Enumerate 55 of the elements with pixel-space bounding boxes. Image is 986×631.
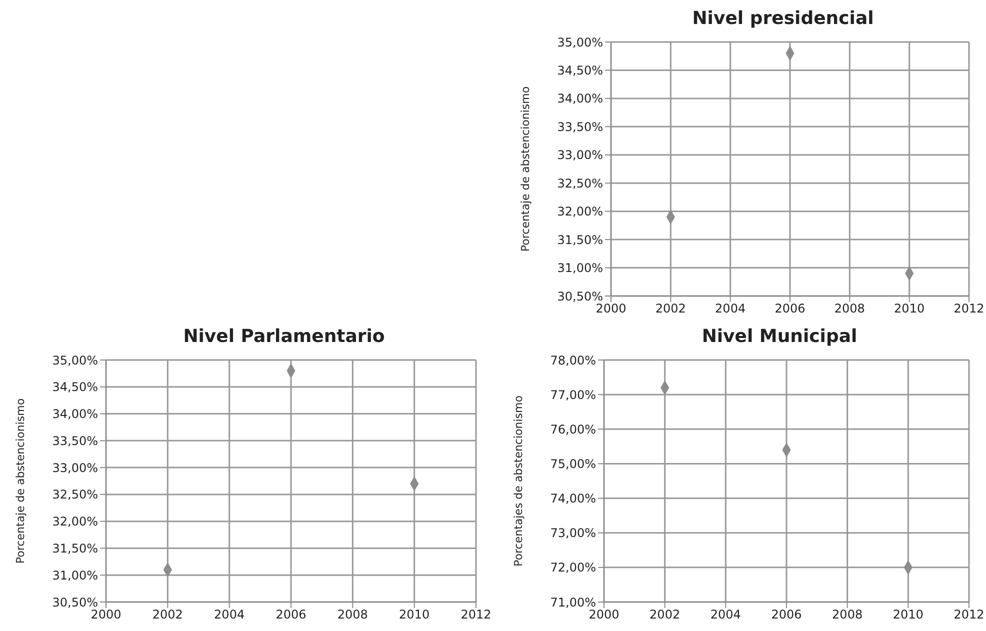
x-tick-label: 2006 xyxy=(771,608,802,622)
x-tick-label: 2002 xyxy=(655,302,686,316)
x-tick-label: 2010 xyxy=(399,608,430,622)
y-tick-label: 32,00% xyxy=(52,514,98,529)
y-tick-label: 35,00% xyxy=(52,353,98,368)
y-tick-label: 71,00% xyxy=(550,595,596,610)
y-tick-label: 31,00% xyxy=(52,568,98,582)
y-tick-label: 31,50% xyxy=(557,232,603,247)
y-tick-label: 34,00% xyxy=(52,407,98,422)
y-tick-label: 33,00% xyxy=(52,460,98,475)
x-tick-label: 2004 xyxy=(710,608,741,622)
y-tick-label: 34,50% xyxy=(52,380,98,394)
y-tick-label: 34,50% xyxy=(557,63,603,78)
y-tick-label: 76,00% xyxy=(550,422,596,436)
y-tick-label: 31,00% xyxy=(557,261,603,276)
y-tick-label: 78,00% xyxy=(550,353,596,368)
y-tick-label: 77,00% xyxy=(550,388,596,402)
x-tick-label: 2004 xyxy=(214,608,245,622)
x-tick-label: 2006 xyxy=(774,302,806,316)
x-tick-label: 2006 xyxy=(276,608,306,622)
y-tick-label: 74,00% xyxy=(550,492,596,506)
y-tick-label: 75,00% xyxy=(550,456,596,471)
x-tick-label: 2002 xyxy=(152,608,183,622)
x-tick-label: 2010 xyxy=(892,608,924,622)
x-tick-label: 2000 xyxy=(596,302,626,316)
x-tick-label: 2012 xyxy=(954,302,984,316)
y-axis-title: Porcentajes de abstencionismo xyxy=(512,395,525,566)
x-tick-label: 2004 xyxy=(715,302,746,316)
x-tick-label: 2012 xyxy=(954,608,984,622)
y-tick-label: 33,00% xyxy=(557,148,603,162)
y-tick-label: 32,00% xyxy=(557,204,603,219)
x-tick-label: 2000 xyxy=(90,608,122,622)
y-tick-label: 30,50% xyxy=(557,289,603,304)
y-tick-label: 35,00% xyxy=(557,35,603,50)
x-tick-label: 2012 xyxy=(460,608,492,622)
y-axis-title: Porcentaje de abstencionismo xyxy=(14,398,27,564)
y-tick-label: 73,00% xyxy=(550,526,596,540)
x-tick-label: 2008 xyxy=(834,302,865,316)
y-tick-label: 33,50% xyxy=(557,120,603,134)
x-tick-label: 2000 xyxy=(588,608,620,622)
y-tick-label: 31,50% xyxy=(52,541,98,556)
y-tick-label: 34,00% xyxy=(557,92,603,106)
chart-title: Nivel Municipal xyxy=(700,326,858,349)
y-axis-title: Porcentaje de abstencionismo xyxy=(518,86,532,252)
chart-title: Nivel Parlamentario xyxy=(182,326,386,349)
x-tick-label: 2002 xyxy=(650,608,680,622)
y-tick-label: 32,50% xyxy=(52,488,98,502)
x-tick-label: 2010 xyxy=(894,302,925,316)
y-tick-label: 30,50% xyxy=(52,595,98,610)
y-tick-label: 33,50% xyxy=(52,434,98,448)
y-tick-label: 72,00% xyxy=(550,560,596,575)
x-tick-label: 2008 xyxy=(832,608,863,622)
x-tick-label: 2008 xyxy=(337,608,368,622)
chart-title: Nivel presidencial xyxy=(691,8,875,31)
y-tick-label: 32,50% xyxy=(557,176,603,190)
